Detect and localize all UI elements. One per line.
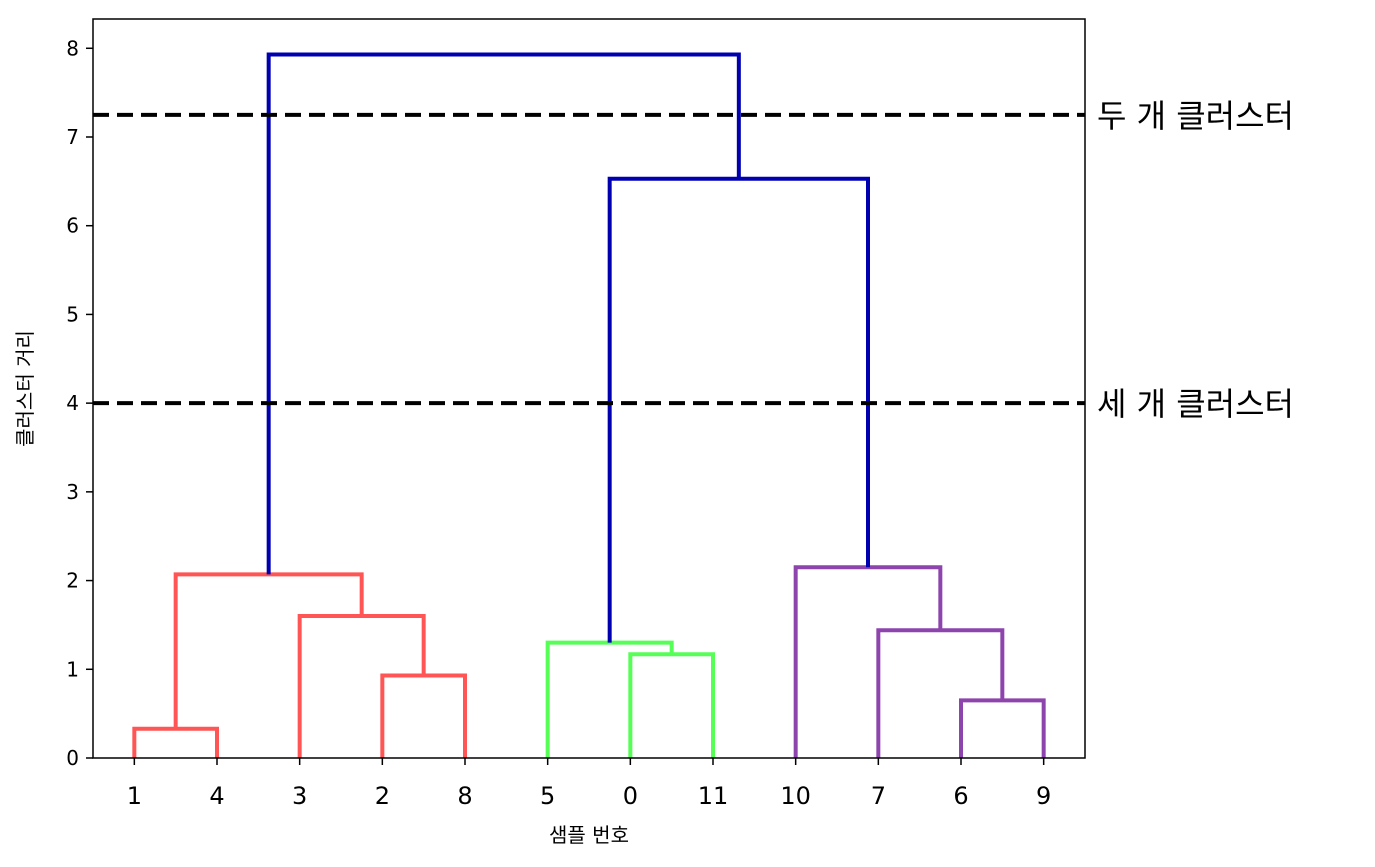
y-tick-label-8: 8 xyxy=(66,36,79,60)
y-tick-label-4: 4 xyxy=(66,391,79,415)
plot-frame xyxy=(92,18,1086,759)
y-tick-label-0: 0 xyxy=(66,746,79,770)
y-tick-label-7: 7 xyxy=(66,125,79,149)
link-merge-3-28 xyxy=(297,614,426,758)
x-tick-label-2: 2 xyxy=(375,782,390,810)
x-tick-label-7: 7 xyxy=(871,782,886,810)
link-merge-1-4 xyxy=(132,726,219,758)
y-tick-label-3: 3 xyxy=(66,480,79,504)
link-merge-7-69 xyxy=(876,628,1005,758)
x-tick-label-1: 1 xyxy=(127,782,142,810)
link-merge-root xyxy=(266,52,741,575)
x-tick-label-10: 10 xyxy=(780,782,811,810)
x-tick-label-0: 0 xyxy=(623,782,638,810)
link-merge-green xyxy=(545,640,674,758)
x-axis: 1 4 3 2 8 5 0 11 10 7 6 9 xyxy=(127,758,1051,810)
cut-label-two-clusters: 두 개 클러스터 xyxy=(1097,97,1294,135)
y-axis-title: 클러스터 거리 xyxy=(13,330,37,447)
link-merge-0-11 xyxy=(628,652,715,758)
link-merge-green-purple xyxy=(607,176,870,643)
x-axis-title: 샘플 번호 xyxy=(549,823,629,847)
x-tick-label-6: 6 xyxy=(953,782,968,810)
dendrogram-links xyxy=(132,52,1046,758)
x-tick-label-5: 5 xyxy=(540,782,555,810)
x-tick-label-11: 11 xyxy=(698,782,729,810)
cut-label-three-clusters: 세 개 클러스터 xyxy=(1097,385,1294,423)
y-axis: 0 1 2 3 4 5 6 7 8 xyxy=(66,36,93,770)
y-tick-label-5: 5 xyxy=(66,302,79,326)
link-merge-6-9 xyxy=(959,698,1046,758)
x-tick-label-8: 8 xyxy=(457,782,472,810)
x-tick-label-3: 3 xyxy=(292,782,307,810)
y-tick-label-6: 6 xyxy=(66,214,79,238)
link-merge-purple xyxy=(793,565,943,758)
link-merge-red xyxy=(173,572,364,729)
link-merge-2-8 xyxy=(380,673,467,758)
x-tick-label-9: 9 xyxy=(1036,782,1051,810)
y-tick-label-2: 2 xyxy=(66,569,79,593)
y-tick-label-1: 1 xyxy=(66,657,79,681)
x-tick-label-4: 4 xyxy=(209,782,224,810)
